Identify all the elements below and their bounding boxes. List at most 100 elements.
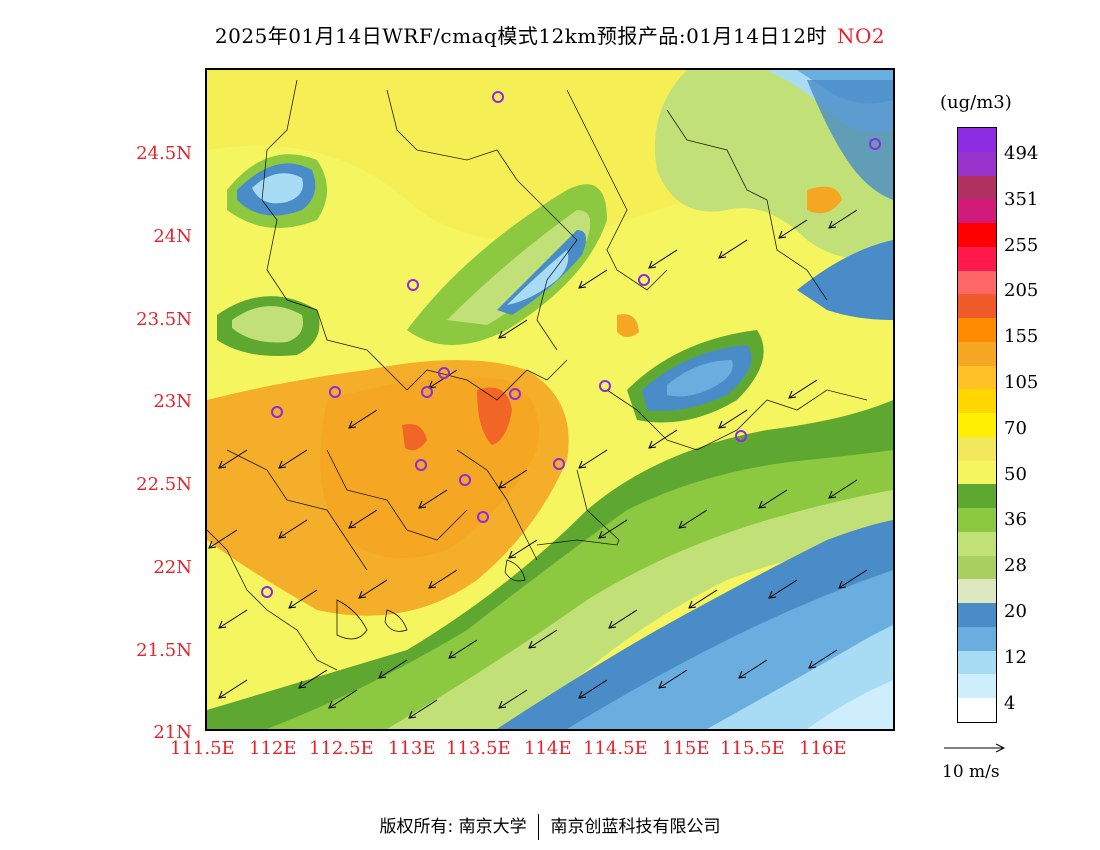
legend-swatch [958, 318, 996, 342]
wind-arrow-head [408, 710, 417, 719]
wind-arrow-head [718, 250, 727, 259]
wind-arrow-head [688, 600, 697, 609]
wind-arrow-head [358, 590, 367, 599]
legend-label: 12 [1004, 646, 1027, 668]
x-label-112-5e: 112.5E [309, 738, 374, 759]
legend-label: 36 [1004, 509, 1027, 531]
wind-arrow-head [578, 460, 587, 469]
wind-arrow [648, 249, 678, 269]
wind-arrow-head [418, 500, 427, 509]
wind-arrow [828, 209, 858, 229]
legend-swatch [958, 603, 996, 627]
y-label-22-5n: 22.5N [136, 474, 192, 495]
wind-arrow [578, 449, 608, 469]
y-label-21-5n: 21.5N [136, 640, 192, 661]
wind-arrow-head [498, 480, 507, 489]
wind-arrow [298, 669, 328, 689]
wind-arrow-head [678, 520, 687, 529]
legend-swatch [958, 674, 996, 698]
wind-arrow-head [808, 660, 817, 669]
map-title: 2025年01月14日WRF/cmaq模式12km预报产品:01月14日12时 N… [0, 20, 1100, 49]
wind-arrow-head [218, 620, 227, 629]
wind-arrow [498, 689, 528, 709]
wind-arrow [758, 489, 788, 509]
wind-reference-label: 10 m/s [942, 762, 1000, 782]
wind-arrow [838, 569, 868, 589]
x-label-112e: 112E [249, 738, 297, 759]
wind-arrow-head [648, 260, 657, 269]
legend-swatch [958, 389, 996, 413]
wind-arrow [348, 509, 378, 529]
wind-arrow [218, 609, 248, 629]
legend-label: 28 [1004, 555, 1027, 577]
wind-arrow [358, 579, 388, 599]
wind-arrow [648, 429, 678, 449]
legend-label: 205 [1004, 280, 1039, 302]
wind-arrow [778, 219, 808, 239]
y-label-24-5n: 24.5N [136, 143, 192, 164]
wind-arrow-head [718, 420, 727, 429]
y-label-23-5n: 23.5N [136, 309, 192, 330]
wind-arrow-head [328, 700, 337, 709]
wind-arrow [718, 239, 748, 259]
legend-label: 351 [1004, 188, 1039, 210]
wind-arrow [288, 589, 318, 609]
wind-arrow-head [608, 620, 617, 629]
wind-arrow-head [648, 440, 657, 449]
wind-arrow-head [658, 680, 667, 689]
wind-arrow [378, 659, 408, 679]
x-label-114e: 114E [524, 738, 572, 759]
monitoring-station-marker [509, 388, 521, 400]
wind-arrow-head [348, 520, 357, 529]
wind-arrow [328, 689, 358, 709]
legend-label: 255 [1004, 234, 1039, 256]
legend-swatch [958, 650, 996, 675]
wind-arrow [528, 629, 558, 649]
wind-arrow [828, 479, 858, 499]
legend-swatch [958, 484, 996, 508]
wind-reference-arrow [944, 743, 1006, 753]
x-label-113e: 113E [388, 738, 436, 759]
wind-arrow-head [278, 460, 287, 469]
map-svg [207, 70, 893, 729]
wind-arrow-head [448, 650, 457, 659]
legend-swatch [958, 294, 996, 318]
y-label-21n: 21N [153, 722, 192, 743]
wind-arrow-head [218, 690, 227, 699]
copyright-left: 版权所有: 南京大学 [379, 817, 527, 837]
wind-arrow [678, 509, 708, 529]
copyright-right: 南京创蓝科技有限公司 [550, 817, 721, 837]
monitoring-station-marker [599, 380, 611, 392]
wind-arrow [768, 579, 798, 599]
legend-swatch [958, 626, 996, 651]
legend-swatch [958, 436, 996, 461]
x-label-111-5e: 111.5E [170, 738, 235, 759]
legend-unit: (ug/m3) [940, 92, 1012, 113]
legend-swatch [958, 555, 996, 580]
legend-swatch [958, 579, 996, 603]
wind-arrow [658, 669, 688, 689]
wind-arrow [508, 539, 538, 559]
legend-swatch [958, 413, 996, 437]
wind-arrow [218, 679, 248, 699]
monitoring-station-marker [407, 279, 419, 291]
wind-arrow-head [348, 420, 357, 429]
wind-arrow-head [578, 280, 587, 289]
wind-arrow-head [508, 550, 517, 559]
wind-arrow-head [428, 580, 437, 589]
y-label-22n: 22N [153, 557, 192, 578]
wind-arrow [718, 409, 748, 429]
y-label-24n: 24N [153, 226, 192, 247]
wind-arrow-head [778, 230, 787, 239]
x-label-116e: 116E [799, 738, 847, 759]
wind-arrow-head [208, 540, 217, 549]
wind-arrow [498, 469, 528, 489]
title-pollutant: NO2 [836, 24, 886, 48]
monitoring-station-marker [421, 386, 433, 398]
legend-swatch [958, 508, 996, 532]
legend-label: 70 [1004, 417, 1027, 439]
legend-swatch [958, 460, 996, 485]
wind-arrow [218, 449, 248, 469]
wind-arrow [738, 659, 768, 679]
wind-arrow [598, 519, 628, 539]
